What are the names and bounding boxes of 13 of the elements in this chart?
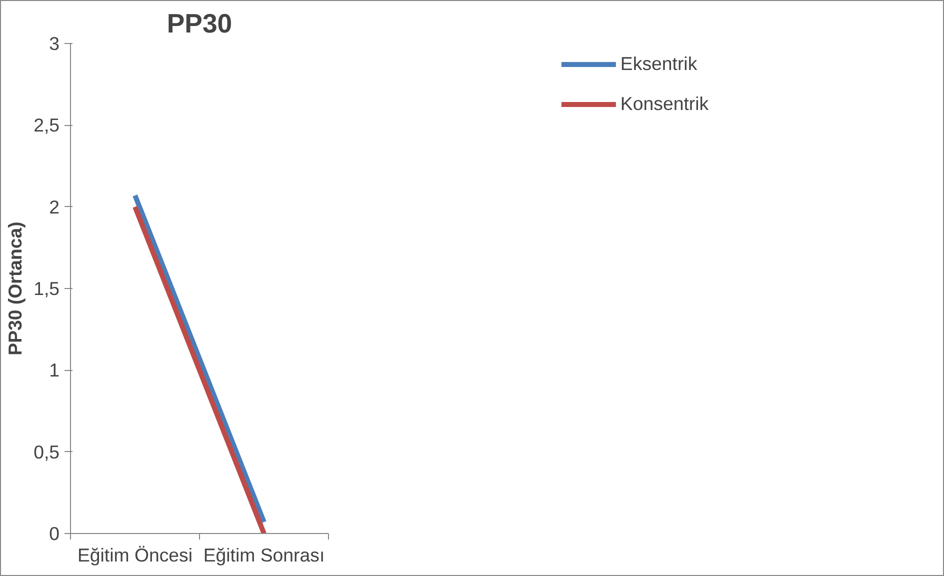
x-tick-label: Eğitim Sonrası [203, 544, 325, 566]
y-tick-label: 0 [49, 523, 60, 544]
y-tick-label: 1,5 [34, 278, 60, 299]
y-tick-label: 1 [49, 360, 60, 381]
legend-label: Konsentrik [620, 93, 709, 115]
y-tick-label: 0,5 [34, 441, 60, 462]
y-tick-label: 3 [49, 33, 60, 54]
x-tick-label: Eğitim Öncesi [77, 544, 193, 566]
legend-label: Eksentrik [620, 53, 698, 75]
chart-title: PP30 [166, 8, 232, 38]
y-axis-title: PP30 (Ortanca) [4, 222, 26, 356]
y-tick-label: 2,5 [34, 114, 60, 136]
y-tick-label: 2 [49, 196, 60, 218]
